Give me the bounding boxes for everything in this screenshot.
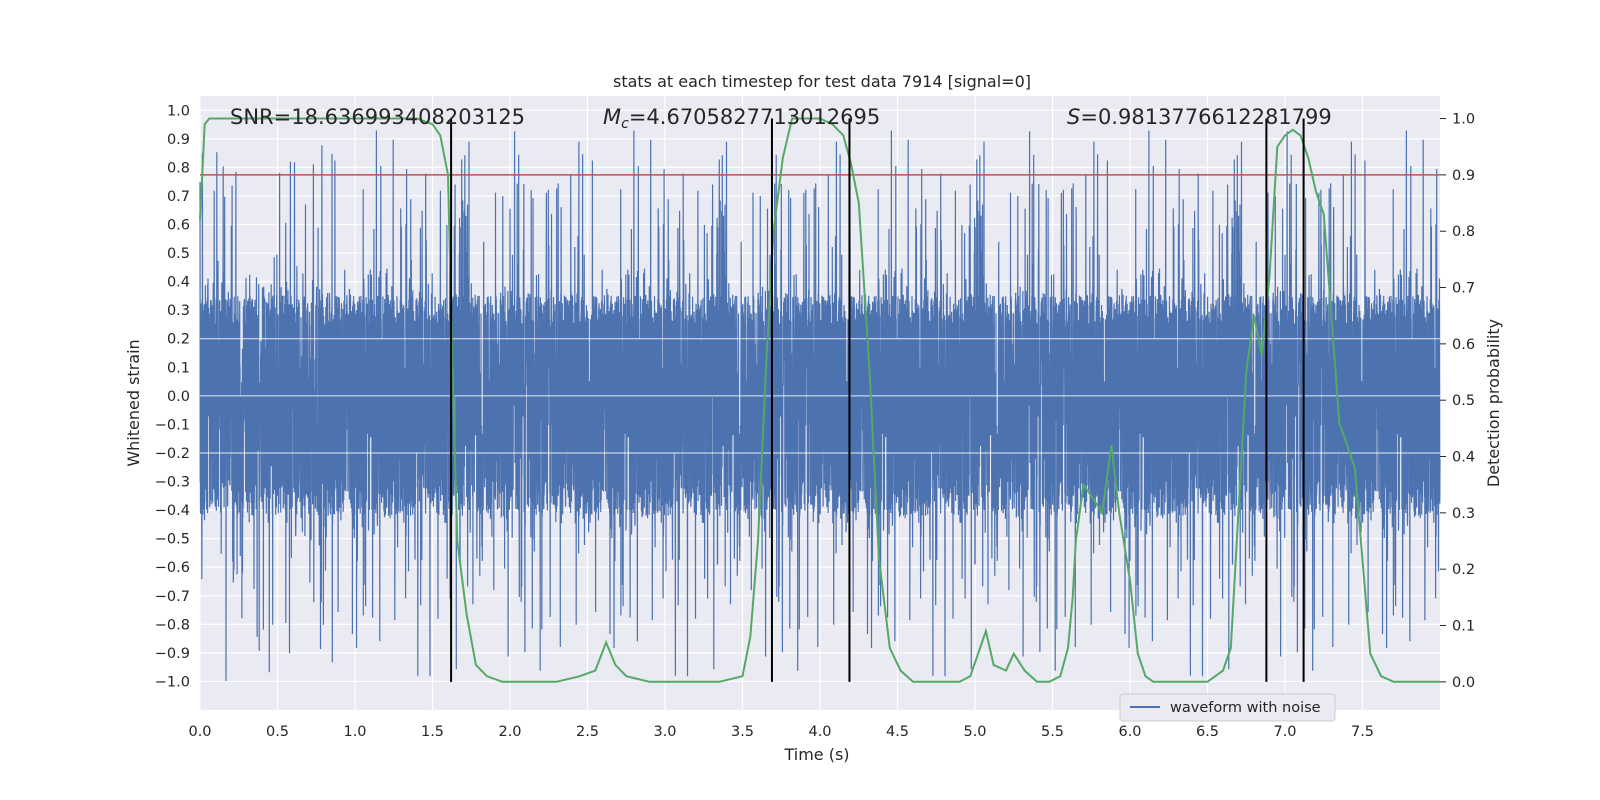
y2-tick-label: 0.2 xyxy=(1452,562,1475,578)
y2-tick-label: 0.8 xyxy=(1452,224,1475,240)
y2-tick-label: 0.7 xyxy=(1452,281,1475,297)
x-tick-label: 0.0 xyxy=(188,724,211,740)
y-tick-label: −0.7 xyxy=(155,589,190,605)
mc-subscript: c xyxy=(621,116,629,132)
y2-axis-label: Detection probability xyxy=(1484,319,1503,487)
y-tick-label: 0.4 xyxy=(167,275,190,291)
mc-value: =4.6705827713012695 xyxy=(629,105,880,129)
event-markers xyxy=(450,118,1305,682)
y2-tick-label: 0.6 xyxy=(1452,337,1475,353)
y-tick-label: −0.4 xyxy=(155,503,190,519)
y-tick-label: −0.5 xyxy=(155,532,190,548)
probability-series xyxy=(199,117,1440,683)
y-tick-label: 0.9 xyxy=(167,132,190,148)
probability-line xyxy=(199,117,1440,683)
y-tick-label: −0.8 xyxy=(155,617,190,633)
y-tick-label: −0.9 xyxy=(155,646,190,662)
waveform-series xyxy=(199,130,1441,682)
mc-symbol: M xyxy=(603,105,621,129)
x-tick-label: 5.5 xyxy=(1041,724,1064,740)
x-tick-label: 2.0 xyxy=(498,724,521,740)
y2-tick-label: 0.4 xyxy=(1452,450,1475,466)
x-tick-label: 1.0 xyxy=(343,724,366,740)
legend-box xyxy=(1119,693,1336,722)
x-tick-label: 4.0 xyxy=(808,724,831,740)
y-axis-label: Whitened strain xyxy=(124,339,143,466)
s-value: =0.9813776612281799 xyxy=(1080,105,1331,129)
y-tick-label: 0.8 xyxy=(167,160,190,176)
y-tick-label: −0.6 xyxy=(155,560,190,576)
y-tick-label: 0.0 xyxy=(167,389,190,405)
x-tick-label: 6.5 xyxy=(1196,724,1219,740)
y2-tick-label: 0.0 xyxy=(1452,675,1475,691)
y2-tick-label: 1.0 xyxy=(1452,112,1475,128)
y-tick-label: 0.2 xyxy=(167,332,190,348)
x-tick-label: 3.5 xyxy=(731,724,754,740)
y2-tick-label: 0.9 xyxy=(1452,168,1475,184)
x-tick-label: 7.5 xyxy=(1351,724,1374,740)
y-tick-label: −0.1 xyxy=(155,417,190,433)
x-tick-label: 2.5 xyxy=(576,724,599,740)
y2-tick-label: 0.5 xyxy=(1452,393,1475,409)
y-tick-label: 0.7 xyxy=(167,189,190,205)
y-tick-label: 1.0 xyxy=(167,103,190,119)
s-annotation: S=0.9813776612281799 xyxy=(1067,105,1332,129)
x-tick-label: 0.5 xyxy=(266,724,289,740)
x-tick-label: 4.5 xyxy=(886,724,909,740)
s-symbol: S xyxy=(1067,105,1080,129)
x-tick-label: 7.0 xyxy=(1273,724,1296,740)
mc-annotation: Mc=4.6705827713012695 xyxy=(603,105,880,132)
y-tick-label: −0.3 xyxy=(155,475,190,491)
y2-tick-label: 0.1 xyxy=(1452,619,1475,635)
y-tick-label: 0.6 xyxy=(167,218,190,234)
chart-title: stats at each timestep for test data 791… xyxy=(613,72,1031,91)
legend-entry-waveform: waveform with noise xyxy=(1170,700,1321,716)
x-tick-label: 3.0 xyxy=(653,724,676,740)
y-tick-label: 0.5 xyxy=(167,246,190,262)
y-tick-label: −0.2 xyxy=(155,446,190,462)
y-tick-label: 0.3 xyxy=(167,303,190,319)
y2-tick-label: 0.3 xyxy=(1452,506,1475,522)
legend: waveform with noise xyxy=(1119,693,1336,722)
waveform-line xyxy=(199,130,1441,682)
y-tick-label: 0.1 xyxy=(167,360,190,376)
tick-labels: 0.0 0.5 1.0 1.5 2.0 2.5 3.0 3.5 4.0 4.5 5.0 5.5 6.0 6… xyxy=(155,103,1475,740)
x-tick-label: 6.0 xyxy=(1118,724,1141,740)
x-tick-label: 1.5 xyxy=(421,724,444,740)
y-tick-label: −1.0 xyxy=(155,674,190,690)
x-tick-label: 5.0 xyxy=(963,724,986,740)
snr-annotation: SNR=18.636993408203125 xyxy=(230,105,525,129)
x-axis-label: Time (s) xyxy=(783,745,849,764)
